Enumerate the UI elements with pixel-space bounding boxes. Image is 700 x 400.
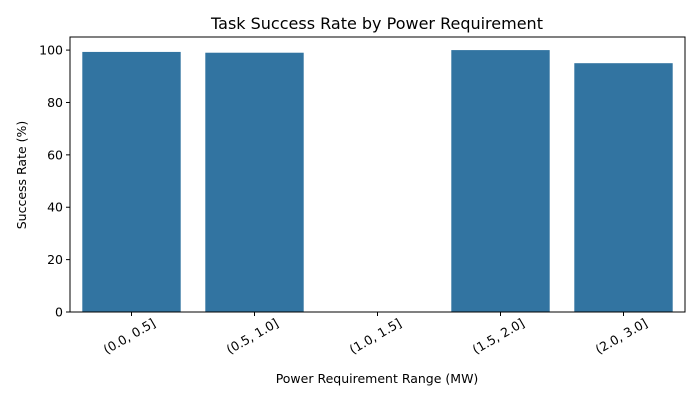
y-axis-label: Success Rate (%) bbox=[14, 121, 29, 230]
bars-group bbox=[82, 50, 673, 313]
x-tick-label: (1.5, 2.0] bbox=[470, 315, 527, 357]
x-tick-label: (2.0, 3.0] bbox=[593, 315, 650, 357]
bar bbox=[205, 52, 304, 312]
x-axis-label: Power Requirement Range (MW) bbox=[276, 371, 479, 386]
y-tick-label: 100 bbox=[39, 43, 63, 58]
chart-title: Task Success Rate by Power Requirement bbox=[210, 14, 543, 33]
x-axis-ticks: (0.0, 0.5] (0.5, 1.0] (1.0, 1.5] (1.5, 2.0]… bbox=[101, 312, 650, 357]
plot-frame bbox=[69, 36, 686, 313]
bar bbox=[82, 51, 181, 313]
y-tick-label: 40 bbox=[47, 200, 63, 215]
x-tick-label: (0.0, 0.5] bbox=[101, 315, 158, 357]
x-tick-label: (1.0, 1.5] bbox=[347, 315, 404, 357]
bar bbox=[451, 50, 550, 312]
y-tick-label: 60 bbox=[47, 147, 63, 162]
y-tick-label: 20 bbox=[47, 252, 63, 267]
y-tick-label: 80 bbox=[47, 95, 63, 110]
y-axis-ticks: 0 20 40 60 80 100 bbox=[39, 43, 70, 320]
bar bbox=[574, 63, 673, 312]
x-tick-label: (0.5, 1.0] bbox=[224, 315, 281, 357]
y-tick-label: 0 bbox=[55, 305, 63, 320]
